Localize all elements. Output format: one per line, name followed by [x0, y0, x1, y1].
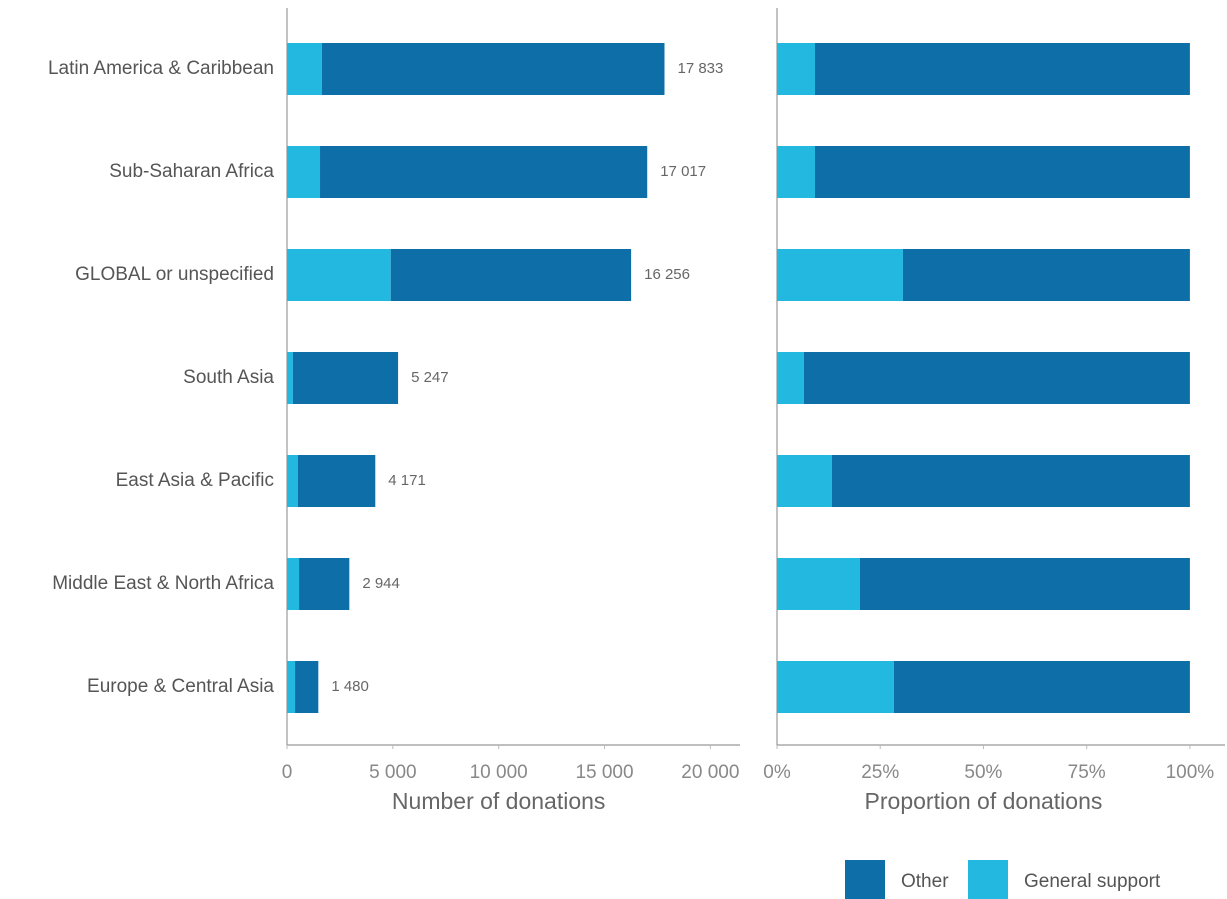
- bar-segment: [287, 43, 322, 95]
- bar-segment: [814, 146, 1190, 198]
- value-label: 5 247: [411, 369, 449, 386]
- bar-segment: [777, 558, 860, 610]
- value-label: 16 256: [644, 266, 690, 283]
- bar-segment: [321, 43, 665, 95]
- bar-segment: [893, 661, 1190, 713]
- bar-segment: [859, 558, 1190, 610]
- x-tick-label: 0: [282, 762, 293, 783]
- bar-segment: [287, 249, 391, 301]
- bar-segment: [777, 249, 903, 301]
- bar-segment: [390, 249, 632, 301]
- bar-segment: [831, 455, 1190, 507]
- x-tick-label: 20 000: [681, 762, 739, 783]
- category-label: Europe & Central Asia: [87, 676, 274, 697]
- x-tick-label: 25%: [861, 762, 899, 783]
- bar-segment: [287, 146, 321, 198]
- category-label: Middle East & North Africa: [52, 573, 274, 594]
- value-label: 1 480: [331, 678, 369, 695]
- bar-segment: [298, 455, 376, 507]
- x-tick-label: 75%: [1068, 762, 1106, 783]
- x-tick-label: 0%: [763, 762, 791, 783]
- bar-segment: [777, 43, 815, 95]
- bar-segment: [777, 352, 804, 404]
- category-label: Latin America & Caribbean: [48, 58, 274, 79]
- bar-segment: [777, 661, 894, 713]
- x-tick-label: 50%: [964, 762, 1002, 783]
- legend-label: General support: [1024, 871, 1161, 892]
- category-label: Sub-Saharan Africa: [109, 161, 274, 182]
- bar-segment: [777, 455, 832, 507]
- value-label: 17 017: [660, 163, 706, 180]
- legend-swatch: [845, 860, 885, 899]
- category-label: GLOBAL or unspecified: [75, 264, 274, 285]
- bar-segment: [287, 455, 299, 507]
- x-tick-label: 15 000: [575, 762, 633, 783]
- x-tick-label: 5 000: [369, 762, 417, 783]
- bar-segment: [902, 249, 1190, 301]
- x-tick-label: 100%: [1166, 762, 1215, 783]
- value-label: 2 944: [362, 575, 400, 592]
- x-axis-title: Number of donations: [392, 788, 606, 814]
- bar-segment: [299, 558, 350, 610]
- bar-segment: [287, 352, 293, 404]
- bar-segment: [287, 558, 300, 610]
- bar-segment: [287, 661, 296, 713]
- category-label: East Asia & Pacific: [116, 470, 274, 491]
- value-label: 17 833: [677, 60, 723, 77]
- bar-segment: [292, 352, 399, 404]
- bar-segment: [320, 146, 648, 198]
- legend-label: Other: [901, 871, 949, 892]
- bar-segment: [777, 146, 815, 198]
- bar-segment: [803, 352, 1190, 404]
- x-tick-label: 10 000: [470, 762, 528, 783]
- bar-segment: [814, 43, 1190, 95]
- legend-swatch: [968, 860, 1008, 899]
- value-label: 4 171: [388, 472, 426, 489]
- x-axis-title: Proportion of donations: [865, 788, 1103, 814]
- category-label: South Asia: [183, 367, 274, 388]
- bar-segment: [295, 661, 319, 713]
